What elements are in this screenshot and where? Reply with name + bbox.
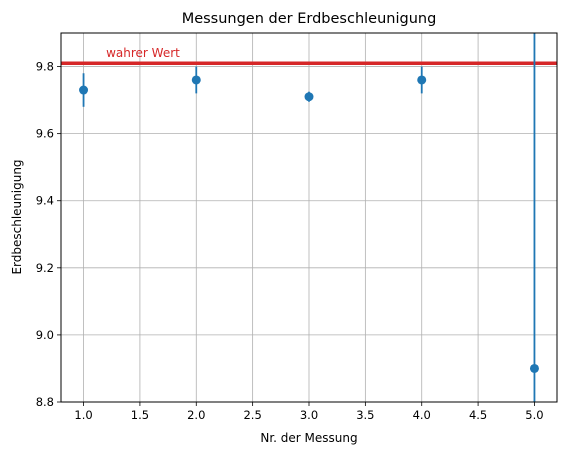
- chart-title: Messungen der Erdbeschleunigung: [182, 11, 437, 27]
- x-tick-label: 2.5: [243, 408, 261, 422]
- y-axis-label: Erdbeschleunigung: [10, 159, 24, 274]
- grid-lines: [61, 33, 557, 403]
- data-point: [529, 363, 539, 373]
- x-tick-label: 3.5: [356, 408, 374, 422]
- y-tick-label: 9.4: [36, 194, 54, 208]
- data-point: [191, 75, 201, 85]
- data-point: [417, 75, 427, 85]
- x-axis-ticks: 1.0 1.5 2.0 2.5 3.0 3.5 4.0 4.5 5.0: [74, 402, 544, 422]
- y-tick-label: 9.6: [36, 127, 54, 141]
- y-tick-label: 8.8: [36, 395, 54, 409]
- y-tick-label: 9.8: [36, 60, 54, 74]
- reference-line-label: wahrer Wert: [106, 46, 180, 60]
- x-tick-label: 1.5: [131, 408, 149, 422]
- x-tick-label: 3.0: [300, 408, 318, 422]
- x-axis-label: Nr. der Messung: [260, 431, 357, 445]
- x-tick-label: 2.0: [187, 408, 205, 422]
- data-point: [304, 92, 314, 102]
- reference-line-group: wahrer Wert: [61, 46, 557, 65]
- y-axis-ticks: 8.8 9.0 9.2 9.4 9.6 9.8: [36, 60, 61, 409]
- x-tick-label: 4.0: [413, 408, 431, 422]
- data-series: [79, 33, 539, 402]
- y-tick-label: 9.0: [36, 328, 54, 342]
- x-tick-label: 5.0: [525, 408, 543, 422]
- x-tick-label: 4.5: [469, 408, 487, 422]
- data-point: [79, 85, 89, 95]
- x-tick-label: 1.0: [74, 408, 92, 422]
- y-tick-label: 9.2: [36, 261, 54, 275]
